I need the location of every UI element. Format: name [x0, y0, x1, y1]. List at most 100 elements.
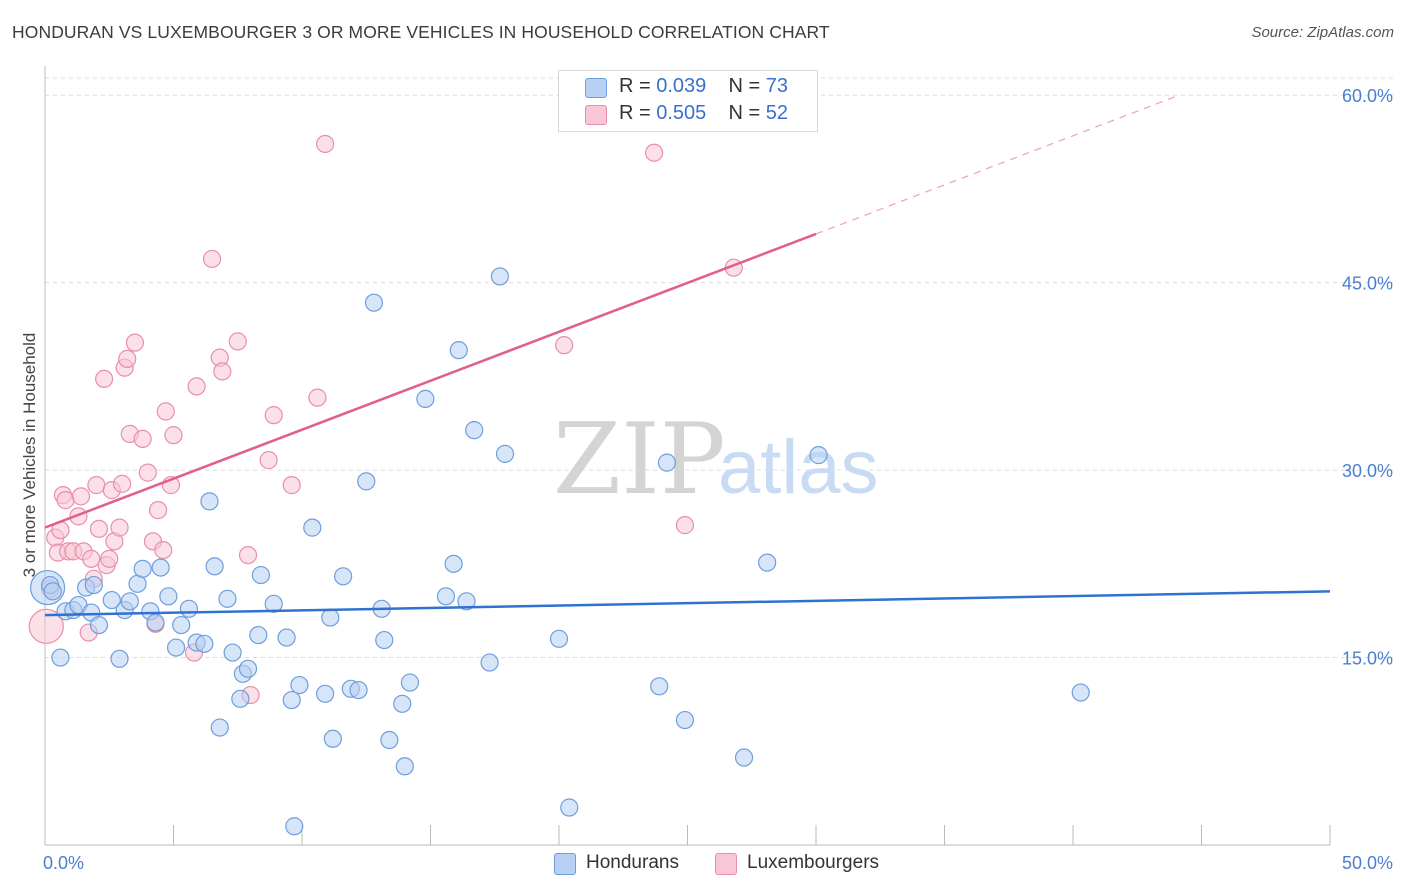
pink-point: [213, 362, 232, 381]
pink-point: [56, 491, 75, 510]
blue-point: [84, 575, 103, 595]
blue-point: [51, 648, 70, 667]
blue-point: [285, 817, 304, 836]
blue-point: [321, 608, 340, 627]
blue-point: [120, 592, 139, 611]
y-axis-title: 3 or more Vehicles in Household: [20, 333, 39, 578]
blue-point: [102, 590, 121, 610]
blue-point: [809, 446, 828, 465]
x-tick-label: 50.0%: [1342, 853, 1393, 873]
honduran-points: [29, 267, 1090, 836]
blue-point: [179, 599, 199, 618]
blue-point: [400, 673, 420, 692]
pink-point: [156, 402, 175, 421]
r-value: 0.505: [656, 102, 707, 124]
blue-point: [210, 718, 229, 737]
blue-point: [146, 613, 165, 632]
y-tick-label: 60.0%: [1342, 86, 1393, 106]
pink-point: [644, 143, 664, 162]
blue-point: [495, 444, 515, 463]
blue-point: [251, 565, 270, 585]
gridlines: [45, 77, 1395, 659]
y-tick-labels: 15.0% 30.0% 45.0% 60.0%: [1342, 86, 1393, 668]
blue-point: [436, 587, 456, 606]
blue-point: [465, 421, 484, 440]
blue-point: [218, 589, 237, 608]
blue-point: [675, 710, 695, 730]
pink-point: [164, 426, 183, 445]
y-tick-label: 45.0%: [1342, 274, 1393, 294]
pink-swatch: [585, 105, 607, 125]
blue-point: [380, 730, 399, 750]
blue-point: [549, 629, 569, 648]
n-value: 73: [765, 75, 789, 97]
pink-point: [110, 518, 129, 537]
blue-point: [444, 554, 463, 573]
pink-point: [259, 451, 278, 470]
blue-point: [223, 643, 242, 662]
blue-point: [238, 659, 258, 678]
pink-point: [138, 463, 157, 482]
blue-point: [449, 341, 468, 360]
blue-point: [264, 594, 283, 613]
blue-point: [159, 587, 178, 606]
blue-point: [200, 492, 219, 511]
pink-point: [87, 476, 106, 495]
stats-legend: R = 0.039 N = 73 R = 0.505 N = 52: [558, 70, 818, 132]
blue-point: [316, 684, 335, 703]
pink-point: [133, 429, 152, 448]
pink-point: [555, 336, 574, 355]
blue-point: [480, 653, 499, 672]
blue-point: [560, 798, 579, 817]
blue-point: [734, 748, 754, 767]
watermark-atlas: atlas: [718, 425, 879, 510]
blue-point: [89, 615, 109, 635]
pink-point: [264, 406, 283, 425]
blue-point: [323, 729, 342, 748]
blue-point: [172, 615, 191, 635]
pink-point: [238, 545, 258, 565]
pink-point: [154, 540, 173, 560]
blue-point: [490, 267, 509, 286]
pink-point: [100, 549, 119, 568]
trend-lines: [44, 95, 1331, 617]
pink-point: [148, 501, 168, 520]
n-label: N =: [728, 102, 766, 124]
blue-point: [395, 757, 414, 776]
blue-point: [151, 558, 170, 577]
pink-point: [112, 474, 132, 493]
blue-point: [166, 638, 186, 657]
r-label: R =: [619, 102, 657, 124]
r-label: R =: [619, 75, 657, 97]
chart-title: HONDURAN VS LUXEMBOURGER 3 OR MORE VEHIC…: [12, 22, 830, 42]
legend-label: Luxembourgers: [747, 852, 880, 873]
y-tick-label: 30.0%: [1342, 461, 1393, 481]
blue-point: [290, 675, 309, 695]
blue-point: [195, 634, 214, 653]
blue-point: [457, 592, 476, 611]
pink-point: [308, 388, 327, 407]
x-tick-label: 0.0%: [43, 853, 84, 873]
blue-trend-line: [44, 590, 1331, 617]
pink-point: [187, 377, 206, 396]
blue-point: [357, 472, 376, 491]
n-label: N =: [728, 75, 766, 97]
pink-point: [675, 516, 695, 535]
pink-point: [202, 249, 222, 269]
pink-point: [82, 549, 101, 568]
blue-point: [393, 694, 412, 713]
x-tick-labels: 0.0% 50.0%: [43, 853, 1393, 873]
axes: [44, 66, 1331, 846]
pink-point: [125, 333, 145, 352]
pink-trend-line: [44, 232, 817, 529]
pink-point: [95, 369, 114, 388]
r-value: 0.039: [656, 75, 707, 97]
blue-point: [334, 567, 353, 586]
blue-point: [231, 689, 250, 708]
blue-point: [1071, 683, 1090, 702]
legend-label: Hondurans: [586, 852, 679, 873]
blue-point: [277, 628, 296, 647]
pink-point: [316, 134, 335, 154]
blue-swatch: [585, 78, 607, 98]
